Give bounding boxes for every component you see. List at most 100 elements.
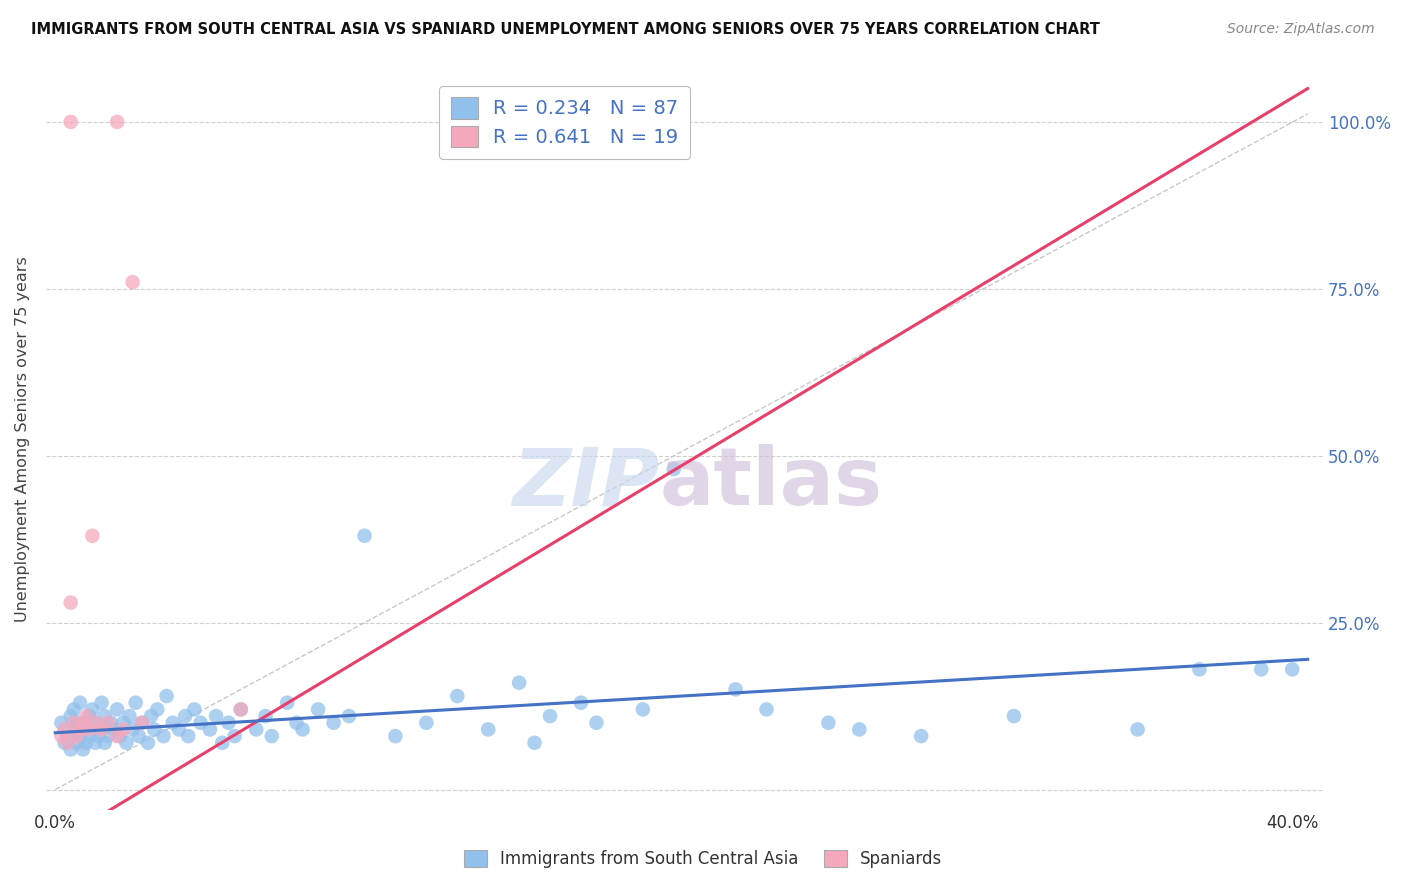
Point [75,709,97,723]
Text: Source: ZipAtlas.com: Source: ZipAtlas.com [1227,22,1375,37]
Point [82,529,104,543]
Point [211,736,233,750]
Point [112,723,135,737]
Text: ZIP: ZIP [512,444,659,523]
Point [103,723,125,737]
Point [66,729,89,743]
Point [82,702,104,716]
Point [51,715,73,730]
Point [84,736,107,750]
Point [66,736,89,750]
Point [523,736,546,750]
Point [155,689,177,703]
Point [183,702,205,716]
Point [477,723,499,737]
Point [276,696,298,710]
Point [59,115,82,129]
Point [174,709,197,723]
Point [112,715,135,730]
Y-axis label: Unemployment Among Seniors over 75 years: Unemployment Among Seniors over 75 years [15,256,30,622]
Point [139,709,162,723]
Point [84,715,107,730]
Point [910,729,932,743]
Point [69,723,91,737]
Point [146,702,169,716]
Point [62,702,84,716]
Point [291,723,314,737]
Point [1002,709,1025,723]
Point [322,715,344,730]
Point [82,723,104,737]
Point [755,702,778,716]
Point [128,729,150,743]
Point [115,736,138,750]
Point [62,715,84,730]
Point [177,729,200,743]
Point [131,715,153,730]
Point [77,709,100,723]
Point [162,715,184,730]
Point [53,736,76,750]
Point [224,729,246,743]
Point [90,723,112,737]
Point [72,742,94,756]
Point [1126,723,1149,737]
Point [72,715,94,730]
Point [87,729,110,743]
Point [59,742,82,756]
Point [100,715,122,730]
Point [90,723,112,737]
Point [631,702,654,716]
Point [229,702,252,716]
Point [260,729,283,743]
Point [66,715,89,730]
Point [118,709,141,723]
Point [724,682,747,697]
Point [108,729,131,743]
Point [131,715,153,730]
Point [415,715,437,730]
Point [56,729,79,743]
Point [93,709,115,723]
Point [217,715,239,730]
Point [136,736,159,750]
Point [190,715,212,730]
Text: IMMIGRANTS FROM SOUTH CENTRAL ASIA VS SPANIARD UNEMPLOYMENT AMONG SENIORS OVER 7: IMMIGRANTS FROM SOUTH CENTRAL ASIA VS SP… [31,22,1099,37]
Point [51,729,73,743]
Point [97,715,120,730]
Point [121,723,143,737]
Point [77,729,100,743]
Legend: Immigrants from South Central Asia, Spaniards: Immigrants from South Central Asia, Span… [456,842,950,877]
Point [97,729,120,743]
Point [446,689,468,703]
Point [1281,662,1303,676]
Point [152,729,174,743]
Point [167,723,190,737]
Point [105,702,128,716]
Point [307,702,329,716]
Point [285,715,308,730]
Point [105,115,128,129]
Point [205,709,228,723]
Point [254,709,277,723]
Point [1188,662,1211,676]
Point [69,696,91,710]
Point [143,723,166,737]
Point [538,709,561,723]
Point [508,675,530,690]
Text: atlas: atlas [659,444,882,523]
Point [53,723,76,737]
Point [77,723,100,737]
Point [229,702,252,716]
Legend: R = 0.234   N = 87, R = 0.641   N = 19: R = 0.234 N = 87, R = 0.641 N = 19 [439,86,690,159]
Point [93,736,115,750]
Point [75,736,97,750]
Point [817,715,839,730]
Point [1250,662,1272,676]
Point [75,715,97,730]
Point [56,736,79,750]
Point [353,529,375,543]
Point [124,696,146,710]
Point [384,729,406,743]
Point [105,729,128,743]
